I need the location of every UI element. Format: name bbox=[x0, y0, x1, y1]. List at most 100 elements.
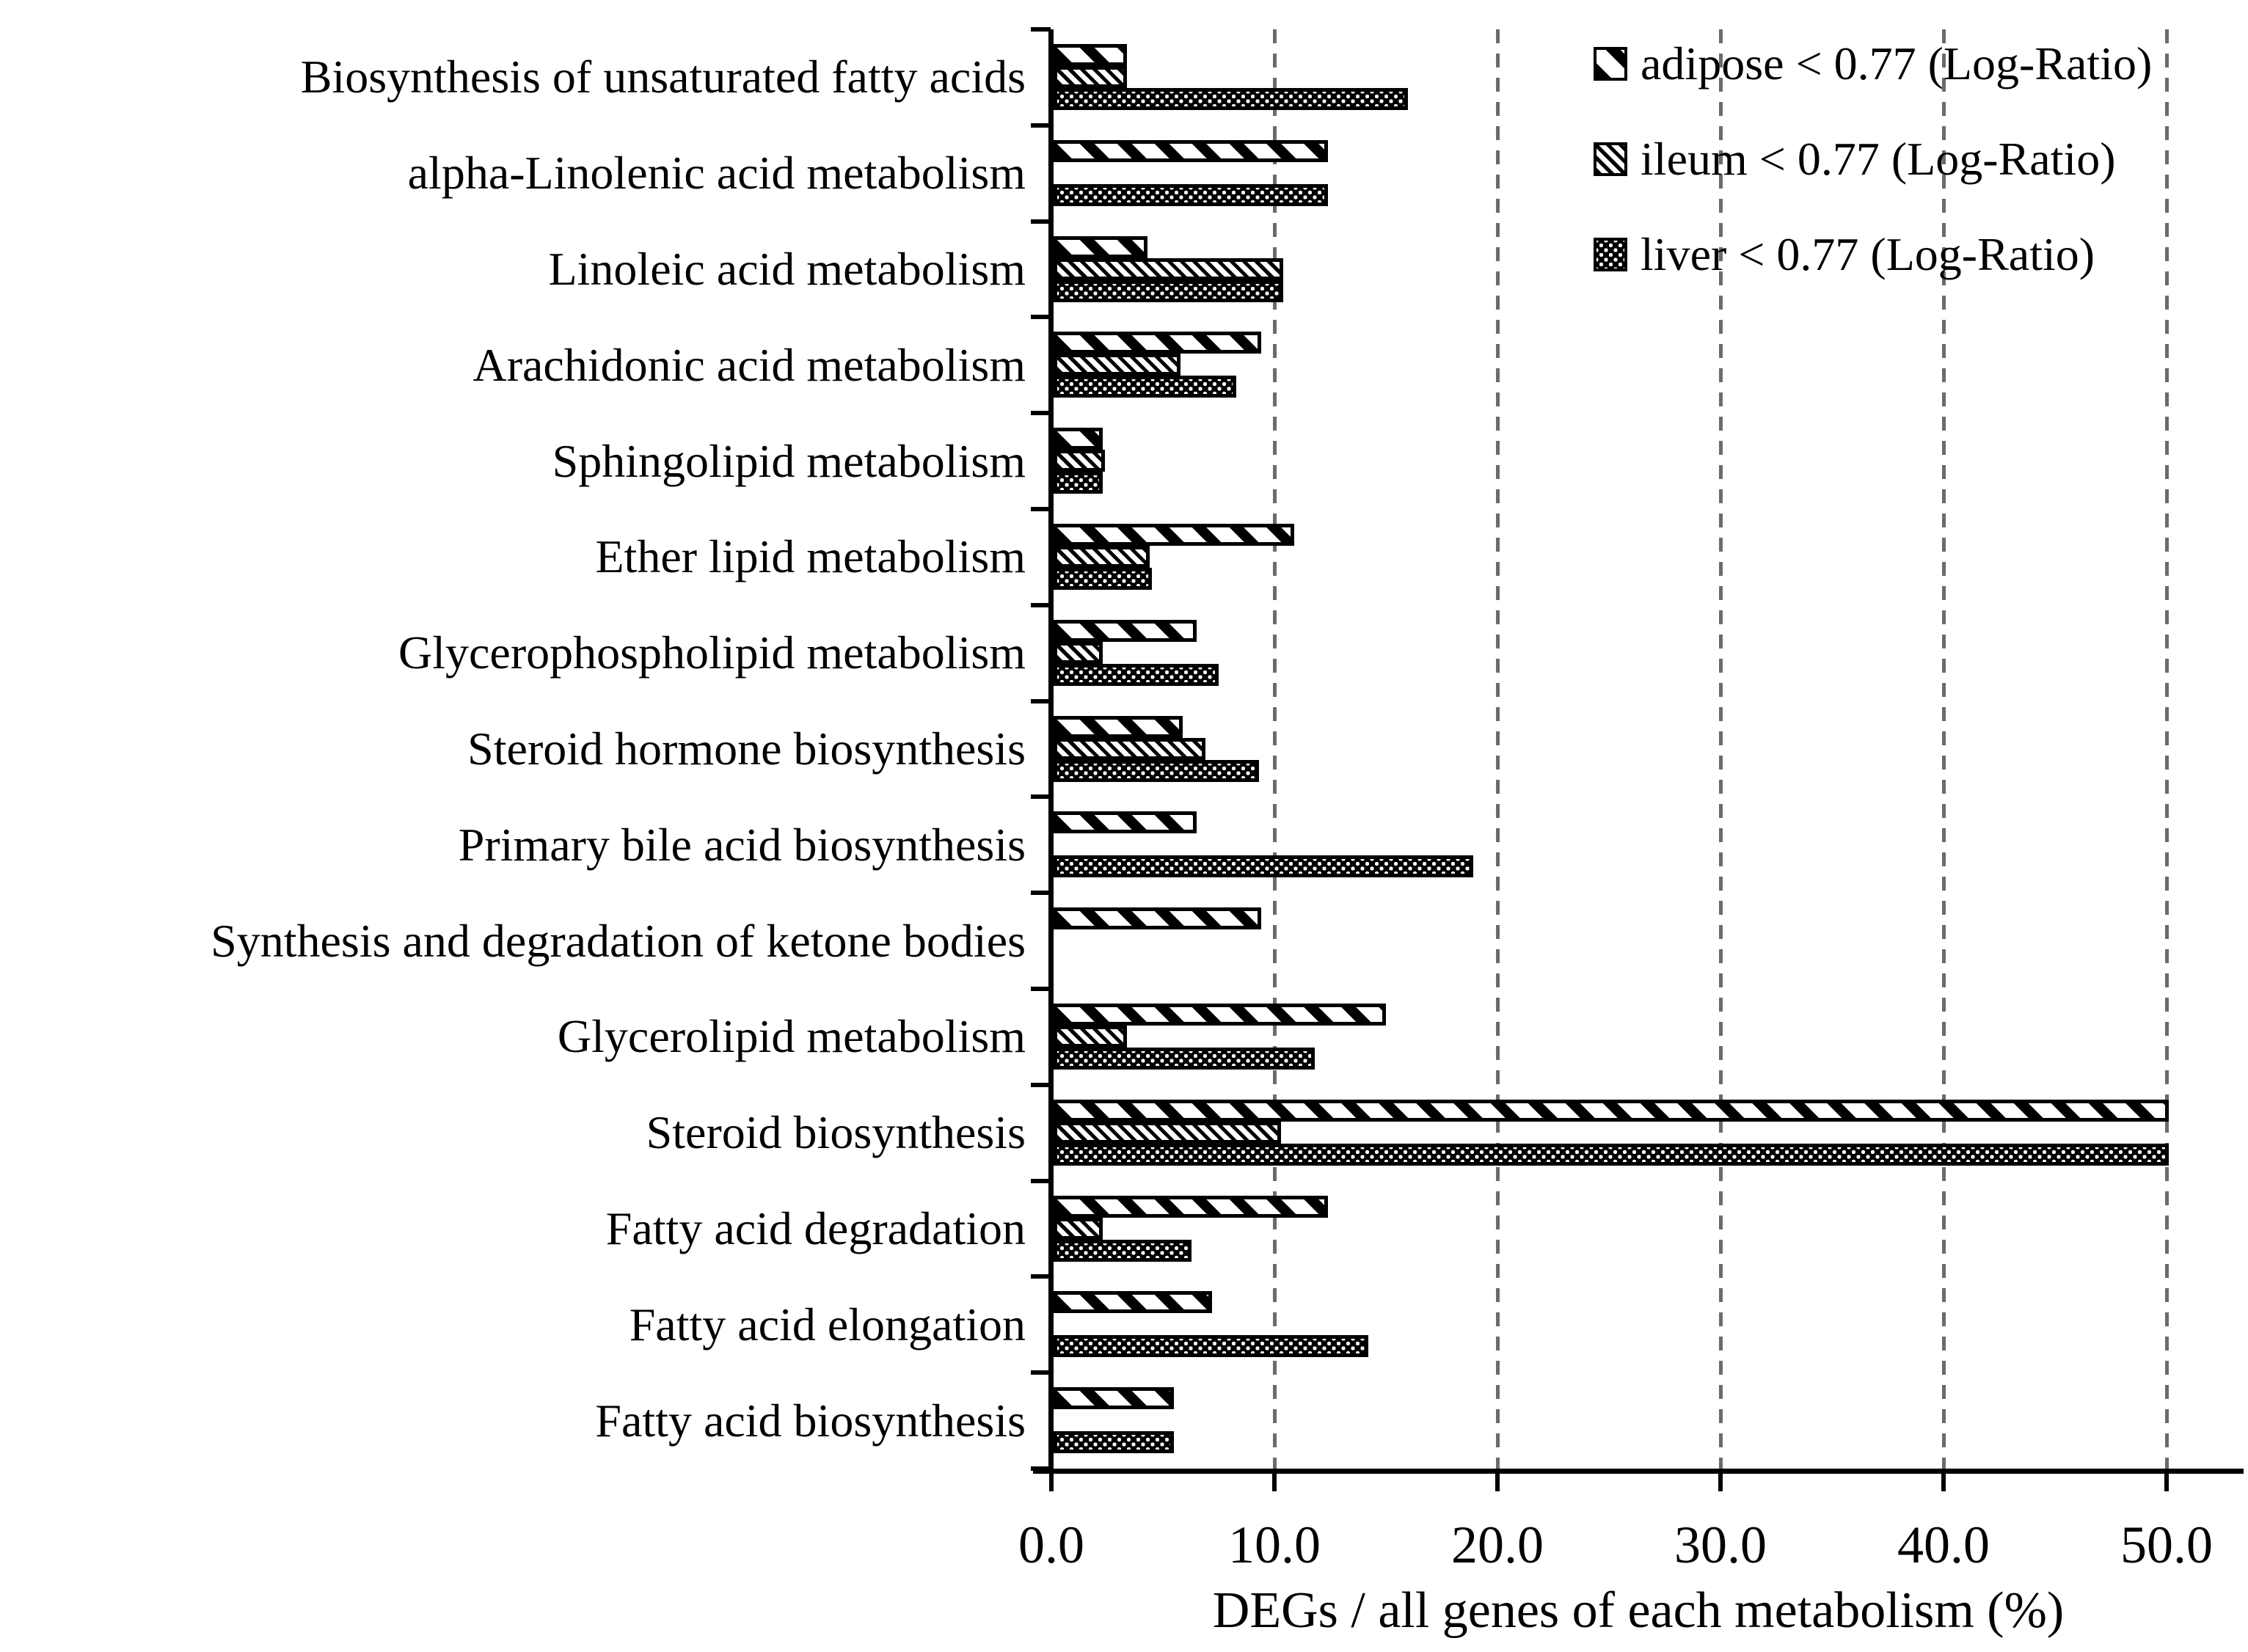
bar-adipose bbox=[1054, 619, 1197, 642]
bar-adipose bbox=[1054, 811, 1197, 834]
bar-adipose bbox=[1054, 1195, 1328, 1218]
y-axis-tick bbox=[1031, 1466, 1051, 1471]
bar-liver bbox=[1054, 183, 1328, 206]
legend-label: liver < 0.77 (Log-Ratio) bbox=[1641, 228, 2095, 280]
bar-adipose bbox=[1054, 332, 1261, 354]
legend-label: ileum < 0.77 (Log-Ratio) bbox=[1641, 133, 2116, 185]
x-tick-label: 50.0 bbox=[2120, 1516, 2213, 1574]
bar-liver bbox=[1054, 1048, 1315, 1070]
category-label: Glycerophospholipid metabolism bbox=[398, 626, 1026, 679]
bar-adipose bbox=[1054, 235, 1147, 258]
adipose-pattern-swatch-icon bbox=[1594, 47, 1627, 81]
bar-liver bbox=[1054, 472, 1103, 494]
category-label: Linoleic acid metabolism bbox=[548, 243, 1026, 295]
bar-adipose bbox=[1054, 1291, 1212, 1314]
category-label: Steroid hormone biosynthesis bbox=[467, 723, 1026, 775]
y-axis-tick bbox=[1031, 315, 1051, 320]
x-tick-label: 0.0 bbox=[1018, 1516, 1084, 1574]
bar-ileum bbox=[1054, 66, 1127, 88]
y-axis-tick bbox=[1031, 987, 1051, 991]
x-axis-line bbox=[1033, 1469, 2244, 1474]
gridline bbox=[1942, 29, 1946, 1469]
bar-ileum bbox=[1054, 641, 1103, 664]
y-axis-tick bbox=[1031, 1274, 1051, 1279]
category-label: Biosynthesis of unsaturated fatty acids bbox=[300, 51, 1026, 103]
bar-adipose bbox=[1054, 1099, 2169, 1122]
category-label: alpha-Linolenic acid metabolism bbox=[407, 147, 1026, 200]
bar-liver bbox=[1054, 568, 1152, 590]
y-axis-tick bbox=[1031, 794, 1051, 800]
legend-item-liver: liver < 0.77 (Log-Ratio) bbox=[1594, 228, 2095, 280]
y-axis-tick bbox=[1031, 698, 1051, 703]
bar-ileum bbox=[1054, 257, 1283, 280]
x-tick-label: 30.0 bbox=[1674, 1516, 1767, 1574]
bar-liver bbox=[1054, 663, 1219, 686]
x-tick-label: 40.0 bbox=[1897, 1516, 1990, 1574]
legend-item-ileum: ileum < 0.77 (Log-Ratio) bbox=[1594, 133, 2116, 185]
y-axis-tick bbox=[1031, 411, 1051, 416]
legend-item-adipose: adipose < 0.77 (Log-Ratio) bbox=[1594, 37, 2152, 89]
category-label: Sphingolipid metabolism bbox=[552, 434, 1026, 487]
bar-liver bbox=[1054, 376, 1236, 398]
y-axis-tick bbox=[1031, 602, 1051, 607]
bar-adipose bbox=[1054, 1004, 1386, 1026]
category-label: Ether lipid metabolism bbox=[595, 530, 1026, 583]
legend-label: adipose < 0.77 (Log-Ratio) bbox=[1641, 37, 2153, 89]
y-axis-tick bbox=[1031, 1178, 1051, 1183]
gridline bbox=[1496, 29, 1500, 1469]
y-axis-tick bbox=[1031, 123, 1051, 128]
category-label: Fatty acid degradation bbox=[605, 1202, 1026, 1254]
bar-ileum bbox=[1054, 1026, 1127, 1048]
category-label: Synthesis and degradation of ketone bodi… bbox=[211, 914, 1026, 967]
x-tick-label: 10.0 bbox=[1228, 1516, 1321, 1574]
bar-liver bbox=[1054, 279, 1283, 302]
bar-adipose bbox=[1054, 428, 1103, 450]
bar-adipose bbox=[1054, 524, 1294, 546]
x-axis-tick bbox=[1495, 1469, 1500, 1491]
bar-ileum bbox=[1054, 1121, 1281, 1144]
bar-liver bbox=[1054, 1335, 1368, 1358]
x-axis-tick bbox=[1941, 1469, 1946, 1491]
bar-adipose bbox=[1054, 44, 1127, 66]
x-axis-tick bbox=[1049, 1469, 1054, 1491]
category-label: Glycerolipid metabolism bbox=[557, 1010, 1026, 1063]
gridline bbox=[2165, 29, 2169, 1469]
category-label: Steroid biosynthesis bbox=[646, 1106, 1026, 1159]
y-axis-tick bbox=[1031, 507, 1051, 511]
bar-ileum bbox=[1054, 737, 1205, 760]
category-label: Arachidonic acid metabolism bbox=[472, 338, 1026, 391]
bar-ileum bbox=[1054, 354, 1180, 376]
category-label: Fatty acid biosynthesis bbox=[595, 1394, 1026, 1447]
y-axis-tick bbox=[1031, 27, 1051, 32]
bar-ileum bbox=[1054, 450, 1105, 472]
y-axis-tick bbox=[1031, 219, 1051, 224]
x-axis-tick bbox=[1272, 1469, 1277, 1491]
bar-ileum bbox=[1054, 1217, 1103, 1240]
bar-adipose bbox=[1054, 907, 1261, 930]
x-axis-title: DEGs / all genes of each metabolism (%) bbox=[1212, 1582, 2065, 1639]
bar-liver bbox=[1054, 759, 1259, 782]
x-axis-tick bbox=[1718, 1469, 1723, 1491]
bar-liver bbox=[1054, 1239, 1191, 1262]
bar-adipose bbox=[1054, 1387, 1174, 1410]
bar-adipose bbox=[1054, 139, 1328, 162]
y-axis-line bbox=[1048, 29, 1054, 1474]
x-tick-label: 20.0 bbox=[1451, 1516, 1544, 1574]
category-label: Fatty acid elongation bbox=[629, 1298, 1026, 1351]
bar-liver bbox=[1054, 88, 1408, 110]
gridline bbox=[1719, 29, 1723, 1469]
bar-ileum bbox=[1054, 546, 1150, 568]
bar-liver bbox=[1054, 855, 1473, 878]
bar-liver bbox=[1054, 1431, 1174, 1454]
liver-pattern-swatch-icon bbox=[1594, 238, 1627, 271]
category-label: Primary bile acid biosynthesis bbox=[458, 818, 1026, 871]
y-axis-tick bbox=[1031, 1370, 1051, 1375]
x-axis-tick bbox=[2164, 1469, 2169, 1491]
y-axis-tick bbox=[1031, 891, 1051, 896]
ileum-pattern-swatch-icon bbox=[1594, 142, 1627, 176]
y-axis-tick bbox=[1031, 1082, 1051, 1087]
bar-liver bbox=[1054, 1143, 2169, 1166]
gridline bbox=[1273, 29, 1277, 1469]
bar-adipose bbox=[1054, 715, 1183, 738]
